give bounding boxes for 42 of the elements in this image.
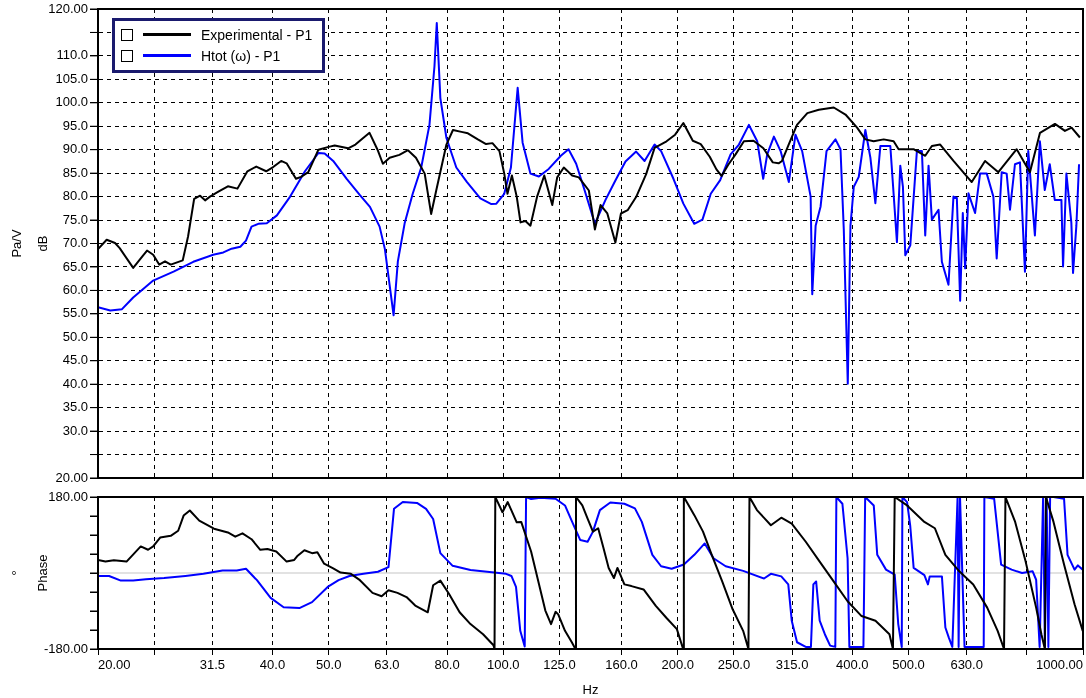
y-tick-label: 55.0: [62, 305, 88, 321]
x-tick-label: 80.0: [434, 657, 460, 673]
y-tick-label: 180.00: [48, 488, 88, 504]
x-tick-label: 630.0: [950, 657, 983, 673]
y-axis-title: ° Phase: [8, 554, 50, 592]
x-tick-label: 40.0: [259, 657, 286, 673]
x-tick-label: 200.0: [661, 657, 695, 673]
x-tick-label: 500.0: [892, 657, 925, 673]
y-tick-label: 120.00: [48, 0, 88, 16]
y-tick-label: 30.0: [62, 422, 88, 438]
y-tick-label: 100.0: [55, 94, 88, 110]
y-tick-label: 40.0: [62, 375, 88, 391]
y-tick-label: 105.0: [55, 70, 88, 86]
y-tick-label: 50.0: [62, 328, 88, 344]
y-tick-label: 45.0: [62, 352, 88, 368]
y-tick-label: 75.0: [62, 211, 88, 227]
x-tick-label: 63.0: [374, 657, 400, 673]
y-tick-label: 65.0: [62, 258, 88, 274]
x-tick-label: 20.00: [98, 657, 131, 673]
x-tick-label: 1000.00: [1036, 657, 1083, 673]
x-axis-title: Hz: [582, 681, 599, 697]
y-tick-label: -180.00: [43, 640, 88, 656]
y-tick-label: 60.0: [62, 281, 88, 297]
y-tick-label: 95.0: [62, 117, 88, 133]
x-tick-label: 315.0: [775, 657, 809, 673]
y-tick-label: 110.0: [56, 47, 88, 63]
y-tick-label: 70.0: [62, 235, 88, 251]
y-axis-title: Pa/V dB: [8, 229, 50, 258]
x-tick-label: 100.0: [486, 657, 520, 673]
x-tick-label: 31.5: [199, 657, 226, 673]
y-tick-label: 85.0: [62, 164, 88, 180]
legend-label: Experimental - P1: [201, 26, 313, 43]
y-tick-label: 80.0: [62, 188, 88, 204]
x-tick-label: 125.0: [543, 657, 576, 673]
x-tick-label: 50.0: [316, 657, 342, 673]
y-tick-label: 35.0: [62, 399, 88, 415]
y-tick-label: 20.00: [55, 469, 88, 485]
x-tick-label: 160.0: [605, 657, 638, 673]
x-tick-label: 400.0: [836, 657, 869, 673]
y-tick-label: 90.0: [62, 141, 88, 157]
legend-label: Htot (ω) - P1: [201, 47, 281, 64]
x-tick-label: 250.0: [717, 657, 751, 673]
